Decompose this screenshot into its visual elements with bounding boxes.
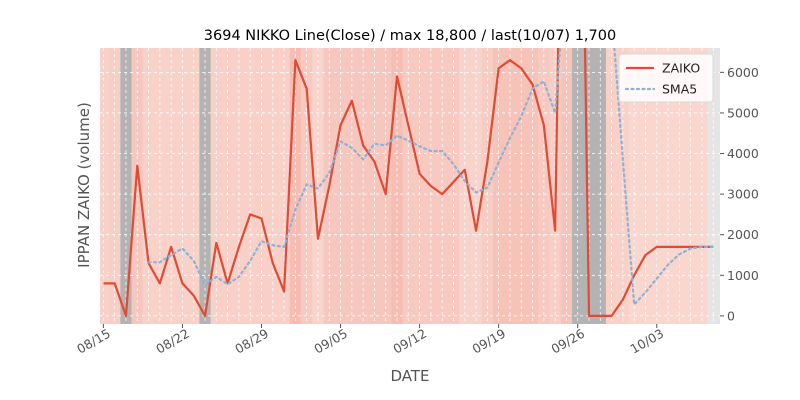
x-tick-label: 09/19: [469, 326, 508, 357]
legend: ZAIKO SMA5: [618, 53, 714, 103]
chart-title: 3694 NIKKO Line(Close) / max 18,800 / la…: [204, 28, 616, 44]
y-axis-label: IPPAN ZAIKO (volume): [75, 102, 93, 268]
background-band: [707, 48, 720, 324]
x-tick-label: 08/15: [74, 326, 113, 357]
x-tick-label: 08/29: [232, 326, 271, 357]
x-tick-label: 09/12: [390, 326, 429, 357]
x-tick-label: 08/22: [153, 326, 192, 357]
series-line-sma5: [147, 48, 715, 306]
y-tick-label: 0: [727, 308, 735, 323]
y-tick-label: 1000: [727, 268, 759, 283]
legend-label-zaiko: ZAIKO: [662, 61, 700, 76]
x-tick-label: 09/05: [311, 326, 350, 357]
background-band: [323, 48, 392, 324]
legend-label-sma5: SMA5: [662, 82, 697, 97]
y-tick-label: 2000: [727, 227, 759, 242]
background-band: [100, 48, 110, 324]
background-band: [459, 48, 482, 324]
y-tick-label: 4000: [727, 146, 759, 161]
series-lines: [103, 48, 715, 317]
y-tick-label: 5000: [727, 105, 759, 120]
x-axis-label: DATE: [390, 367, 429, 385]
y-tick-label: 3000: [727, 187, 759, 202]
x-tick-label: 09/26: [549, 326, 588, 357]
y-tick-label: 6000: [727, 65, 759, 80]
series-line-zaiko: [103, 48, 714, 317]
x-tick-label: 10/03: [628, 326, 667, 357]
